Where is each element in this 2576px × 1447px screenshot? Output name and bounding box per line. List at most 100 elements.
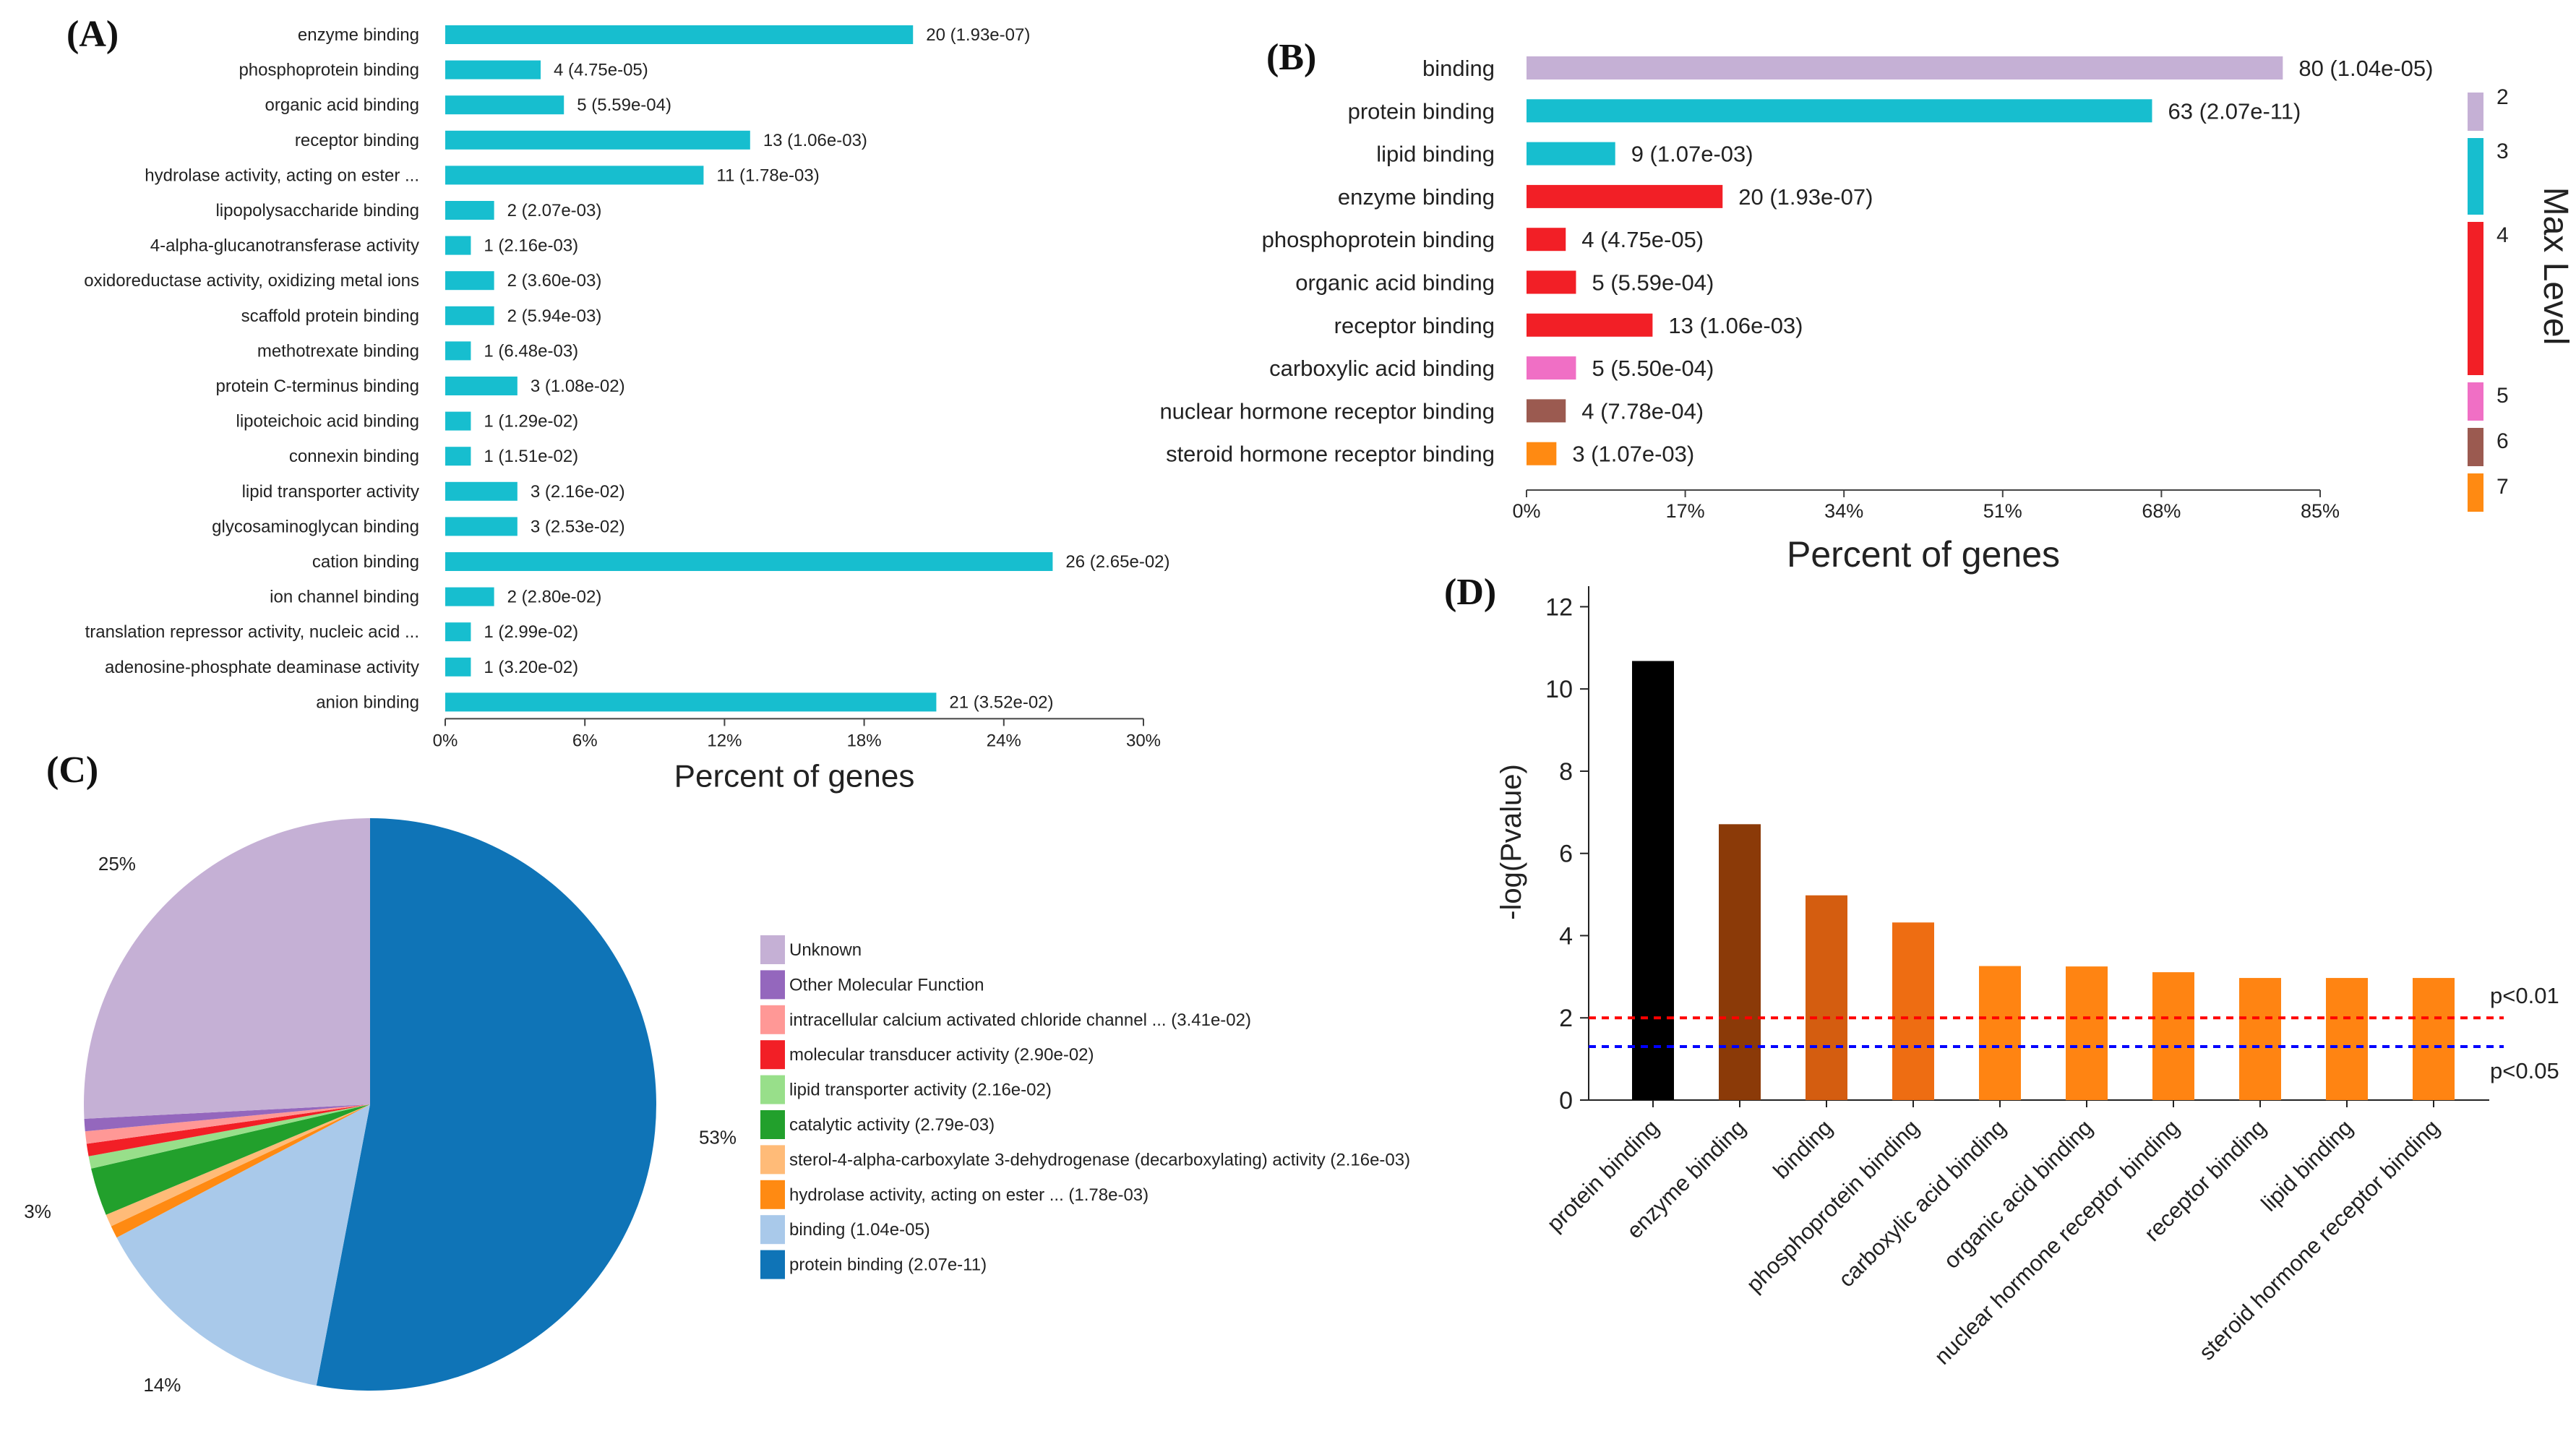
d-bar (1892, 922, 1934, 1100)
c-legend-swatch (760, 1250, 785, 1279)
c-legend-label: molecular transducer activity (2.90e-02) (789, 1045, 1094, 1065)
a-x-tick-label: 30% (1126, 731, 1161, 750)
a-bar (445, 166, 704, 185)
d-y-tick-label: 12 (1545, 593, 1573, 621)
c-legend-label: intracellular calcium activated chloride… (789, 1010, 1251, 1030)
a-bar (445, 692, 937, 712)
d-bar (2239, 978, 2281, 1100)
b-bar (1527, 442, 1557, 465)
c-pie-slice (116, 1104, 370, 1386)
b-level-legend-label: 2 (2496, 85, 2509, 109)
b-bar-label: 3 (1.07e-03) (1572, 442, 1694, 467)
a-bar (445, 25, 914, 44)
b-bar-label: 20 (1.93e-07) (1738, 184, 1873, 210)
b-bar-label: 13 (1.06e-03) (1668, 313, 1803, 338)
b-bar-label: 63 (2.07e-11) (2168, 98, 2301, 124)
a-bar-label: 3 (2.16e-02) (531, 482, 625, 502)
a-bar (445, 377, 518, 395)
c-legend-label: catalytic activity (2.79e-03) (789, 1115, 995, 1135)
d-y-axis-title: -log(Pvalue) (1495, 764, 1527, 920)
a-bar (445, 447, 471, 466)
a-category-label: receptor binding (295, 131, 419, 150)
b-category-label: enzyme binding (1338, 184, 1495, 210)
a-bar-label: 1 (2.16e-03) (484, 236, 578, 256)
a-category-label: lipopolysaccharide binding (215, 201, 419, 220)
b-bar-label: 5 (5.59e-04) (1592, 270, 1714, 296)
a-x-tick-label: 12% (707, 731, 742, 750)
a-bar-label: 2 (2.07e-03) (507, 201, 602, 220)
a-category-label: translation repressor activity, nucleic … (85, 622, 419, 642)
a-bar-label: 26 (2.65e-02) (1065, 552, 1169, 572)
a-category-label: adenosine-phosphate deaminase activity (105, 658, 419, 677)
a-bar-label: 1 (3.20e-02) (484, 658, 578, 677)
b-x-tick-label: 17% (1666, 500, 1705, 522)
d-bar (1806, 895, 1847, 1100)
c-pie-percent-label: 25% (98, 853, 136, 875)
a-bar (445, 60, 541, 80)
c-legend-label: binding (1.04e-05) (789, 1220, 930, 1240)
a-category-label: cation binding (312, 552, 419, 572)
c-legend-swatch (760, 970, 785, 1000)
a-category-label: enzyme binding (298, 25, 419, 45)
a-category-label: connexin binding (289, 447, 419, 466)
b-bar-label: 80 (1.04e-05) (2298, 56, 2433, 81)
a-bar-label: 1 (6.48e-03) (484, 341, 578, 361)
a-category-label: 4-alpha-glucanotransferase activity (150, 236, 419, 256)
b-level-legend-label: 6 (2496, 429, 2509, 453)
c-pie-percent-label: 3% (24, 1201, 51, 1222)
a-x-tick-label: 18% (847, 731, 882, 750)
a-x-tick-label: 0% (433, 731, 458, 750)
d-threshold-label: p<0.01 (2490, 983, 2559, 1008)
a-bar-label: 3 (2.53e-02) (531, 517, 625, 536)
b-legend-title: Max Level (2536, 187, 2575, 345)
c-pie-slice (83, 818, 371, 1119)
b-category-label: carboxylic acid binding (1269, 356, 1495, 381)
a-bar-label: 1 (1.51e-02) (484, 447, 578, 466)
a-bar (445, 517, 518, 536)
a-category-label: methotrexate binding (257, 341, 419, 361)
b-level-legend-label: 4 (2496, 223, 2509, 247)
d-bar (2413, 978, 2455, 1100)
b-bar (1527, 99, 2152, 123)
a-category-label: anion binding (316, 692, 419, 712)
c-legend-label: hydrolase activity, acting on ester ... … (789, 1185, 1149, 1205)
a-bar-label: 4 (4.75e-05) (554, 61, 648, 80)
a-bar-label: 2 (5.94e-03) (507, 306, 602, 326)
c-pie-slice (91, 1104, 370, 1215)
b-x-axis-title: Percent of genes (1787, 534, 2060, 575)
b-category-label: phosphoprotein binding (1262, 227, 1495, 252)
d-y-tick-label: 4 (1559, 922, 1573, 950)
b-level-legend-swatch (2468, 222, 2483, 375)
a-category-label: scaffold protein binding (241, 306, 419, 326)
a-category-label: protein C-terminus binding (216, 377, 419, 396)
a-category-label: ion channel binding (270, 588, 419, 607)
panel-d-letter: (D) (1444, 572, 1496, 613)
a-bar (445, 552, 1053, 571)
d-y-tick-label: 2 (1559, 1005, 1573, 1032)
b-bar-label: 5 (5.50e-04) (1592, 356, 1714, 381)
c-pie-slice (88, 1104, 370, 1169)
b-level-legend-label: 5 (2496, 384, 2509, 408)
a-category-label: lipoteichoic acid binding (236, 412, 420, 431)
a-x-tick-label: 24% (987, 731, 1021, 750)
panel-a: (A) enzyme binding 20 (1.93e-07) phosphopr… (66, 14, 1170, 794)
b-bar-label: 4 (4.75e-05) (1581, 227, 1704, 252)
panel-a-letter: (A) (66, 14, 119, 55)
b-category-label: organic acid binding (1295, 270, 1495, 296)
b-bar (1527, 399, 1566, 423)
a-bar-label: 1 (1.29e-02) (484, 412, 578, 431)
b-bar (1527, 56, 2283, 80)
a-bar-label: 3 (1.08e-02) (531, 377, 625, 396)
b-level-legend-label: 7 (2496, 475, 2509, 499)
b-x-tick-label: 85% (2301, 500, 2340, 522)
c-legend-label: lipid transporter activity (2.16e-02) (789, 1081, 1052, 1100)
a-bar (445, 201, 494, 220)
b-level-legend-label: 3 (2496, 139, 2509, 163)
a-bar (445, 130, 750, 150)
b-level-legend-swatch (2468, 473, 2483, 512)
d-y-tick-label: 6 (1559, 841, 1573, 868)
a-bar (445, 587, 494, 606)
d-bar (2066, 966, 2108, 1100)
a-category-label: organic acid binding (265, 95, 419, 115)
b-x-tick-label: 51% (1983, 500, 2022, 522)
